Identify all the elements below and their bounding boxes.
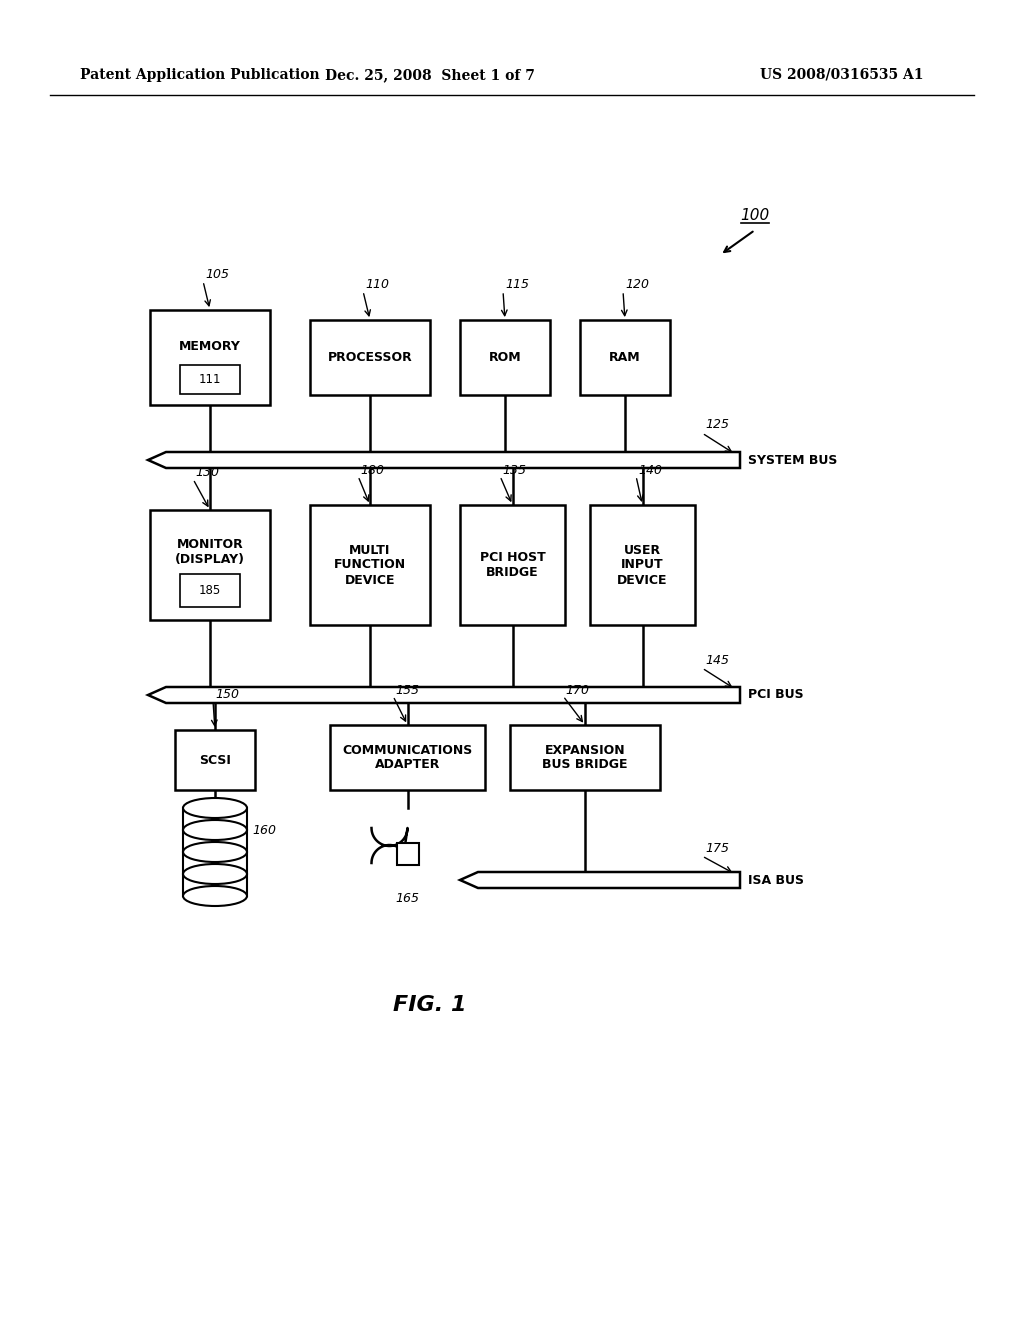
Bar — [180, 574, 240, 607]
Text: 145: 145 — [705, 653, 729, 667]
Bar — [175, 730, 255, 789]
Text: 155: 155 — [395, 684, 419, 697]
Text: 150: 150 — [215, 689, 239, 701]
Ellipse shape — [183, 886, 247, 906]
Bar — [180, 366, 240, 393]
Text: 175: 175 — [705, 842, 729, 854]
Polygon shape — [148, 686, 740, 704]
Bar — [590, 506, 695, 624]
Text: SYSTEM BUS: SYSTEM BUS — [748, 454, 838, 466]
Polygon shape — [460, 873, 740, 888]
Text: PCI HOST
BRIDGE: PCI HOST BRIDGE — [479, 550, 546, 579]
Text: 125: 125 — [705, 418, 729, 432]
Text: 111: 111 — [199, 372, 221, 385]
Bar — [310, 319, 430, 395]
Bar — [330, 725, 485, 789]
Ellipse shape — [183, 842, 247, 862]
Text: 160: 160 — [252, 824, 276, 837]
Text: COMMUNICATIONS
ADAPTER: COMMUNICATIONS ADAPTER — [342, 743, 473, 771]
Text: 170: 170 — [565, 684, 589, 697]
Bar — [460, 319, 550, 395]
Bar — [310, 506, 430, 624]
Bar — [150, 310, 270, 405]
Text: 165: 165 — [395, 891, 420, 904]
Polygon shape — [148, 451, 740, 469]
Text: MULTI
FUNCTION
DEVICE: MULTI FUNCTION DEVICE — [334, 544, 407, 586]
Text: 120: 120 — [625, 279, 649, 292]
Text: ISA BUS: ISA BUS — [748, 874, 804, 887]
Text: Dec. 25, 2008  Sheet 1 of 7: Dec. 25, 2008 Sheet 1 of 7 — [325, 69, 535, 82]
Bar — [460, 506, 565, 624]
Bar — [510, 725, 660, 789]
Text: SCSI: SCSI — [199, 754, 231, 767]
Text: 110: 110 — [365, 279, 389, 292]
Bar — [396, 843, 419, 865]
Text: PCI BUS: PCI BUS — [748, 689, 804, 701]
Text: ROM: ROM — [488, 351, 521, 364]
Text: 180: 180 — [360, 463, 384, 477]
Text: 140: 140 — [638, 463, 662, 477]
Bar — [150, 510, 270, 620]
Text: PROCESSOR: PROCESSOR — [328, 351, 413, 364]
Text: EXPANSION
BUS BRIDGE: EXPANSION BUS BRIDGE — [543, 743, 628, 771]
Text: 100: 100 — [740, 207, 770, 223]
Text: 105: 105 — [205, 268, 229, 281]
Text: FIG. 1: FIG. 1 — [393, 995, 467, 1015]
Text: 115: 115 — [505, 279, 529, 292]
Text: RAM: RAM — [609, 351, 641, 364]
Ellipse shape — [183, 799, 247, 818]
Text: Patent Application Publication: Patent Application Publication — [80, 69, 319, 82]
Bar — [580, 319, 670, 395]
Text: MEMORY: MEMORY — [179, 339, 241, 352]
Ellipse shape — [183, 865, 247, 884]
Text: USER
INPUT
DEVICE: USER INPUT DEVICE — [617, 544, 668, 586]
Text: 130: 130 — [195, 466, 219, 479]
Ellipse shape — [183, 820, 247, 840]
Text: MONITOR
(DISPLAY): MONITOR (DISPLAY) — [175, 537, 245, 566]
Text: 135: 135 — [502, 463, 526, 477]
Text: 185: 185 — [199, 583, 221, 597]
Text: US 2008/0316535 A1: US 2008/0316535 A1 — [760, 69, 924, 82]
